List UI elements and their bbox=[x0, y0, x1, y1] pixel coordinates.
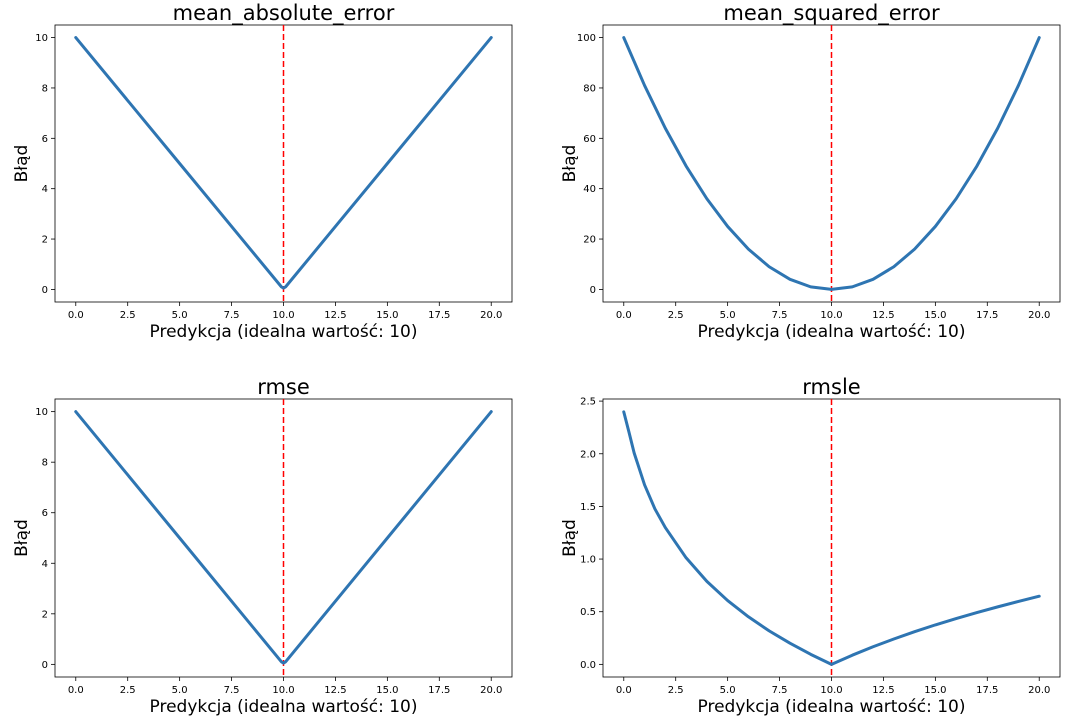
subplot-3: 0.0 2.5 5.0 7.5 10.0 12.5 15.0 17.5 20.0 0 2 4 6 8 10 r… bbox=[12, 375, 513, 717]
y-tick-label: 10 bbox=[35, 407, 48, 418]
x-tick-label: 20.0 bbox=[1028, 310, 1050, 321]
x-tick-label: 15.0 bbox=[924, 310, 946, 321]
x-tick-label: 15.0 bbox=[376, 685, 398, 696]
x-tick-label: 20.0 bbox=[1028, 685, 1050, 696]
x-tick-label: 17.5 bbox=[976, 685, 998, 696]
y-tick-label: 8 bbox=[42, 83, 48, 94]
x-axis-label: Predykcja (idealna wartość: 10) bbox=[698, 697, 966, 717]
x-tick-label: 5.0 bbox=[720, 685, 736, 696]
x-tick-label: 5.0 bbox=[172, 685, 188, 696]
x-tick-label: 5.0 bbox=[720, 310, 736, 321]
y-axis-label: Błąd bbox=[12, 145, 32, 183]
subplot-4: 0.0 2.5 5.0 7.5 10.0 12.5 15.0 17.5 20.0 0.0 0.5 1.… bbox=[560, 375, 1061, 717]
plot-title: rmse bbox=[257, 375, 310, 399]
x-tick-label: 20.0 bbox=[480, 310, 502, 321]
x-axis-label: Predykcja (idealna wartość: 10) bbox=[150, 697, 418, 717]
x-tick-label: 17.5 bbox=[976, 310, 998, 321]
x-tick-label: 2.5 bbox=[120, 310, 136, 321]
x-tick-label: 17.5 bbox=[428, 310, 450, 321]
x-tick-label: 5.0 bbox=[172, 310, 188, 321]
x-tick-label: 20.0 bbox=[480, 685, 502, 696]
x-tick-label: 12.5 bbox=[872, 310, 894, 321]
y-tick-label: 40 bbox=[583, 184, 596, 195]
plot-title: mean_squared_error bbox=[723, 1, 940, 26]
x-tick-label: 10.0 bbox=[820, 310, 842, 321]
y-tick-label: 6 bbox=[42, 134, 48, 145]
x-tick-label: 7.5 bbox=[772, 310, 788, 321]
y-tick-label: 0 bbox=[590, 285, 596, 296]
x-tick-label: 15.0 bbox=[376, 310, 398, 321]
y-tick-label: 4 bbox=[42, 559, 48, 570]
y-tick-label: 60 bbox=[583, 134, 596, 145]
y-tick-label: 2 bbox=[42, 235, 48, 246]
subplot-2: 0.0 2.5 5.0 7.5 10.0 12.5 15.0 17.5 20.0 0 20 40 60 8… bbox=[560, 1, 1061, 342]
x-axis-label: Predykcja (idealna wartość: 10) bbox=[150, 322, 418, 342]
y-axis-label: Błąd bbox=[12, 519, 32, 557]
series-line bbox=[74, 410, 493, 665]
y-tick-label: 2 bbox=[42, 609, 48, 620]
y-tick-label: 20 bbox=[583, 235, 596, 246]
y-tick-label: 10 bbox=[35, 33, 48, 44]
x-tick-label: 10.0 bbox=[820, 685, 842, 696]
x-tick-label: 0.0 bbox=[616, 310, 632, 321]
y-tick-label: 0.5 bbox=[580, 607, 596, 618]
x-tick-label: 0.0 bbox=[616, 685, 632, 696]
x-tick-label: 10.0 bbox=[272, 310, 294, 321]
series-line bbox=[622, 36, 1041, 291]
series-line bbox=[622, 410, 1041, 666]
y-tick-label: 100 bbox=[577, 33, 596, 44]
y-tick-label: 0 bbox=[42, 285, 48, 296]
x-tick-label: 7.5 bbox=[224, 685, 240, 696]
x-tick-label: 2.5 bbox=[668, 685, 684, 696]
x-tick-label: 12.5 bbox=[872, 685, 894, 696]
y-tick-label: 1.5 bbox=[580, 502, 596, 513]
x-tick-label: 2.5 bbox=[668, 310, 684, 321]
x-axis-label: Predykcja (idealna wartość: 10) bbox=[698, 322, 966, 342]
y-tick-label: 8 bbox=[42, 458, 48, 469]
y-tick-label: 0.0 bbox=[580, 660, 596, 671]
plot-title: mean_absolute_error bbox=[173, 1, 395, 26]
x-tick-label: 7.5 bbox=[772, 685, 788, 696]
plot-title: rmsle bbox=[802, 375, 860, 399]
y-tick-label: 1.0 bbox=[580, 555, 596, 566]
x-tick-label: 10.0 bbox=[272, 685, 294, 696]
y-tick-label: 80 bbox=[583, 83, 596, 94]
x-tick-label: 12.5 bbox=[324, 310, 346, 321]
y-tick-label: 0 bbox=[42, 660, 48, 671]
x-tick-label: 2.5 bbox=[120, 685, 136, 696]
y-axis-label: Błąd bbox=[560, 145, 580, 183]
subplot-1: 0.0 2.5 5.0 7.5 10.0 12.5 15.0 17.5 20.0 0 2 4 6 8 10 m… bbox=[12, 1, 513, 342]
y-tick-label: 2.5 bbox=[580, 397, 596, 408]
x-tick-label: 15.0 bbox=[924, 685, 946, 696]
x-tick-label: 0.0 bbox=[68, 685, 84, 696]
x-tick-label: 17.5 bbox=[428, 685, 450, 696]
series-line bbox=[74, 36, 493, 290]
y-axis-label: Błąd bbox=[560, 519, 580, 557]
y-tick-label: 6 bbox=[42, 508, 48, 519]
x-tick-label: 7.5 bbox=[224, 310, 240, 321]
x-tick-label: 12.5 bbox=[324, 685, 346, 696]
x-tick-label: 0.0 bbox=[68, 310, 84, 321]
y-tick-label: 4 bbox=[42, 184, 48, 195]
y-tick-label: 2.0 bbox=[580, 449, 596, 460]
